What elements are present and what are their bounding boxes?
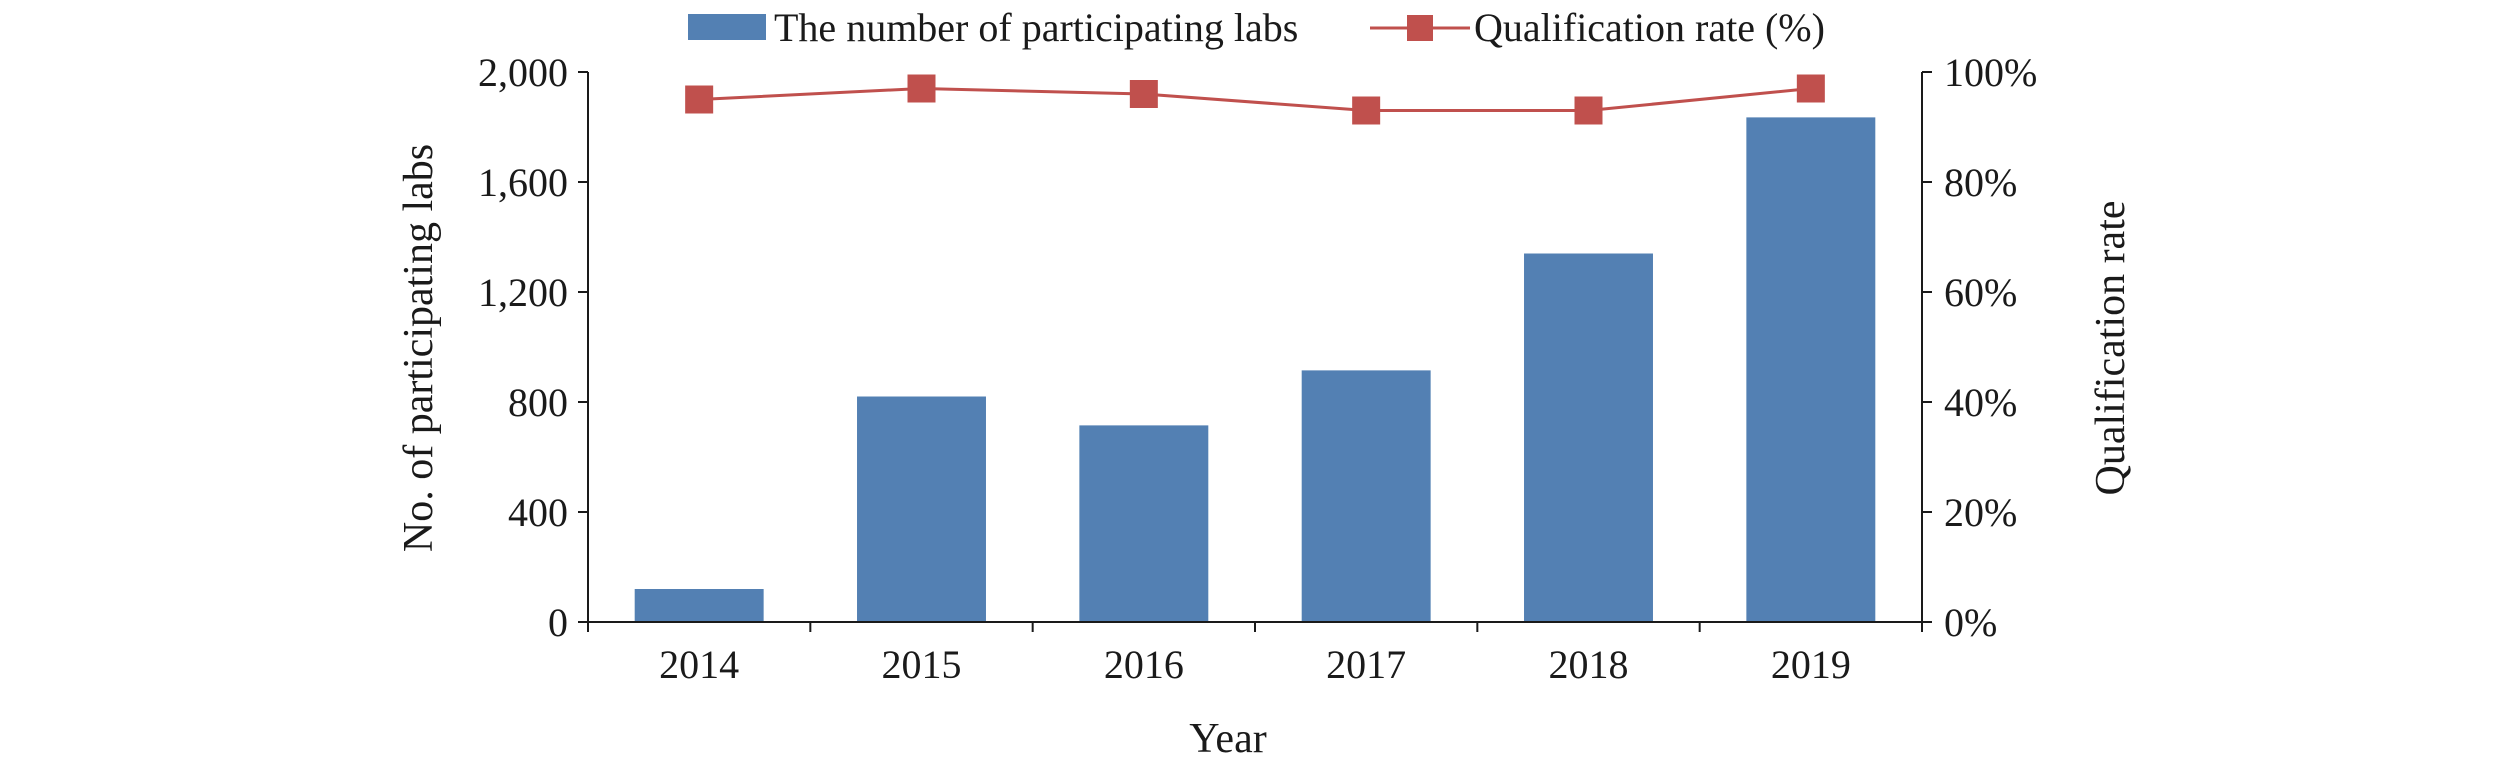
- y2-tick-label: 60%: [1944, 270, 2017, 315]
- y2-tick-label: 20%: [1944, 490, 2017, 535]
- bar-2019: [1746, 117, 1876, 622]
- bar-2014: [634, 589, 764, 622]
- bar-series: [634, 117, 1876, 622]
- legend: The number of participating labs Qualifi…: [688, 5, 1825, 50]
- y2-tick-label: 40%: [1944, 380, 2017, 425]
- bar-2018: [1524, 253, 1653, 622]
- y-axis-title: No. of participating labs: [396, 144, 442, 552]
- legend-label-labs: The number of participating labs: [774, 5, 1298, 50]
- rate-line: [699, 86, 1811, 112]
- y-tick-label: 800: [508, 380, 568, 425]
- y-tick-label: 1,600: [478, 160, 568, 205]
- bar-2015: [857, 396, 986, 622]
- x-axis-title: Year: [1189, 716, 1266, 762]
- x-tick-label-2014: 2014: [659, 642, 739, 687]
- y-tick-label: 0: [548, 600, 568, 645]
- rate-marker-2014: [685, 85, 714, 114]
- y-tick-label: 1,200: [478, 270, 568, 315]
- y2-tick-label: 100%: [1944, 50, 2037, 95]
- legend-marker-rate: [1407, 15, 1433, 41]
- line-series: [685, 74, 1825, 125]
- bar-2016: [1079, 425, 1209, 622]
- legend-label-rate: Qualification rate (%): [1474, 5, 1825, 50]
- tick-labels: 0 0% 400 20% 800 40% 1,200 60% 1,600 80% 2,000 100%…: [478, 50, 2037, 687]
- y2-axis-title: Qualification rate: [2088, 200, 2134, 495]
- legend-swatch-labs: [688, 14, 766, 40]
- x-tick-label-2015: 2015: [882, 642, 962, 687]
- x-tick-label-2016: 2016: [1104, 642, 1184, 687]
- x-tick-label-2018: 2018: [1549, 642, 1629, 687]
- y-tick-label: 2,000: [478, 50, 568, 95]
- axes: [578, 71, 1932, 632]
- rate-marker-2016: [1129, 80, 1158, 108]
- rate-marker-2017: [1352, 96, 1381, 125]
- y2-tick-label: 0%: [1944, 600, 1997, 645]
- bar-2017: [1301, 370, 1431, 622]
- rate-marker-2018: [1574, 96, 1603, 125]
- y2-tick-label: 80%: [1944, 160, 2017, 205]
- x-tick-label-2019: 2019: [1771, 642, 1851, 687]
- rate-marker-2019: [1796, 74, 1825, 103]
- rate-marker-2015: [907, 74, 936, 103]
- y-tick-label: 400: [508, 490, 568, 535]
- x-tick-label-2017: 2017: [1326, 642, 1406, 687]
